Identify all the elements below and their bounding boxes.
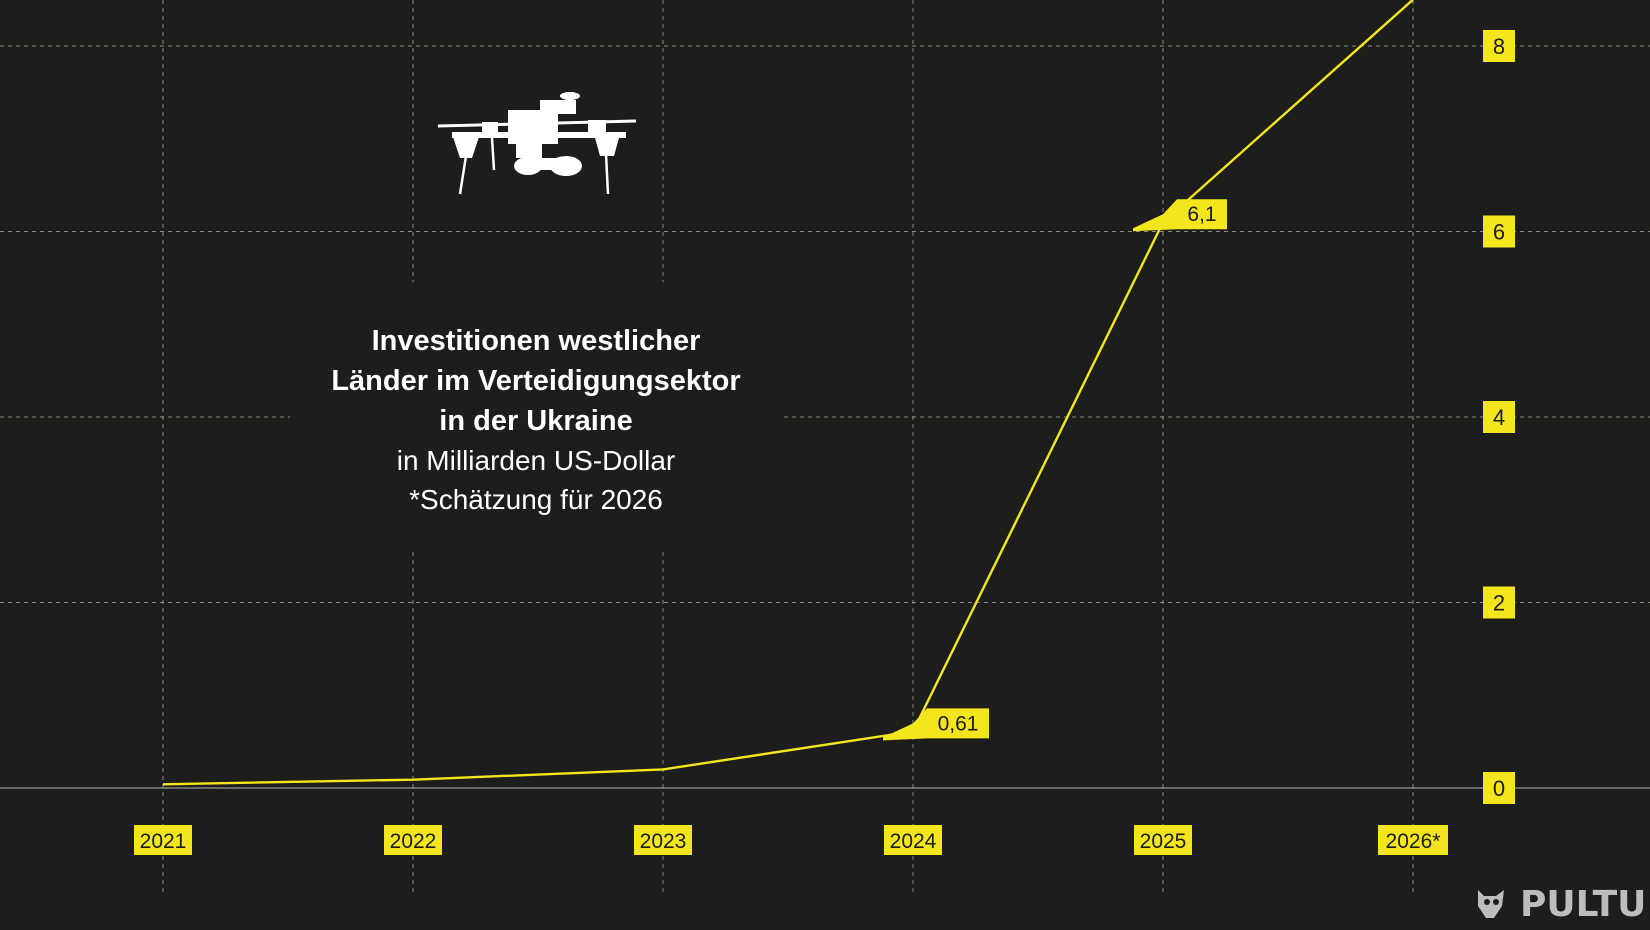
y-tick-text: 8 <box>1493 34 1505 59</box>
chart-unit-subtitle: in Milliarden US-Dollar <box>397 445 676 476</box>
y-tick-badge <box>1483 586 1515 619</box>
y-tick-badge <box>1483 30 1515 62</box>
chart-title-line-2: Länder im Verteidigungsektor <box>331 365 740 397</box>
y-tick-text: 6 <box>1493 220 1505 245</box>
x-axis-ticks: 2021 2022 2023 2024 2025 2026* <box>134 825 1448 855</box>
y-tick-label: 2 <box>1483 586 1515 619</box>
y-tick-text: 2 <box>1493 591 1505 616</box>
y-tick-label: 8 <box>1483 30 1515 62</box>
x-tick-label: 2026* <box>1378 825 1448 855</box>
x-tick-badge <box>634 825 692 855</box>
y-tick-label: 0 <box>1483 772 1515 804</box>
x-tick-label: 2021 <box>134 825 192 855</box>
owl-icon <box>1478 890 1504 918</box>
data-point <box>412 779 414 781</box>
y-axis-ticks: 0 2 4 6 8 <box>1483 30 1515 804</box>
data-label-box <box>1133 199 1227 232</box>
y-tick-badge <box>1483 215 1515 248</box>
x-tick-label: 2024 <box>884 825 942 855</box>
chart-title-line-1: Investitionen westlicher <box>372 325 701 357</box>
x-tick-badge <box>384 825 442 855</box>
x-tick-text: 2021 <box>140 830 187 853</box>
x-tick-label: 2022 <box>384 825 442 855</box>
chart-estimate-note: *Schätzung für 2026 <box>409 484 663 515</box>
data-label-text: 6,1 <box>1187 203 1216 226</box>
x-tick-label: 2023 <box>634 825 692 855</box>
data-label-text: 0,61 <box>938 712 979 735</box>
x-tick-badge <box>884 825 942 855</box>
chart-title-line-3: in der Ukraine <box>439 405 632 437</box>
x-tick-text: 2023 <box>640 830 687 853</box>
y-tick-text: 4 <box>1493 405 1505 430</box>
y-tick-text: 0 <box>1493 776 1505 801</box>
x-tick-badge <box>134 825 192 855</box>
drone-icon <box>437 92 637 195</box>
y-tick-label: 4 <box>1483 401 1515 433</box>
x-tick-label: 2025 <box>1134 825 1192 855</box>
y-tick-badge <box>1483 772 1515 804</box>
title-backdrop <box>290 282 780 552</box>
x-tick-text: 2025 <box>1140 830 1187 853</box>
x-tick-badge <box>1378 825 1448 855</box>
logo-text: PULTU <box>1520 884 1646 925</box>
series-line <box>162 0 1414 786</box>
x-tick-badge <box>1134 825 1192 855</box>
x-tick-text: 2024 <box>890 830 937 853</box>
y-tick-badge <box>1483 401 1515 433</box>
data-label-callout: 0,61 <box>883 708 989 741</box>
data-point <box>162 783 164 785</box>
y-tick-label: 6 <box>1483 215 1515 248</box>
data-label-layer: 0,61 6,1 <box>883 199 1227 741</box>
x-tick-text: 2026* <box>1386 830 1441 853</box>
data-point <box>662 768 664 770</box>
x-tick-text: 2022 <box>390 830 437 853</box>
data-label-box <box>883 708 989 741</box>
brand-logo: PULTU <box>1478 884 1646 925</box>
grid-lines <box>0 0 1650 895</box>
data-label-callout: 6,1 <box>1133 199 1227 232</box>
